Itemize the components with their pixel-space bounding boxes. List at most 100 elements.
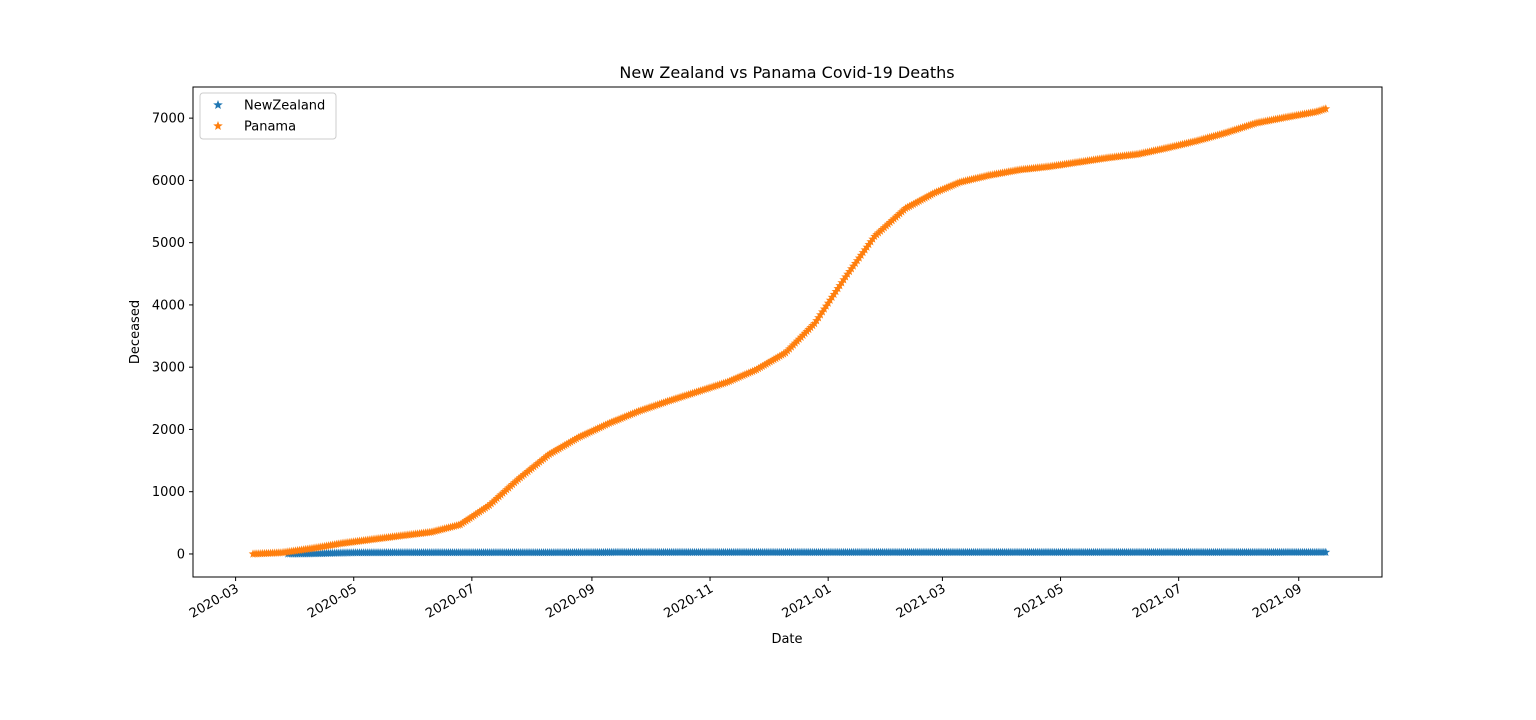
data-point [572,434,581,443]
data-point [761,359,771,368]
data-point [477,505,486,515]
data-point [758,361,767,370]
data-point [752,365,761,374]
data-point [593,424,603,433]
data-point [756,362,765,372]
data-point [773,352,783,362]
data-point [577,431,587,440]
chart-title: New Zealand vs Panama Covid-19 Deaths [619,63,954,82]
y-tick-label: 3000 [152,361,185,376]
data-point [907,200,916,209]
x-tick-label: 2021-03 [894,581,949,621]
data-point [529,462,539,471]
data-point [767,356,777,365]
data-point [771,353,781,363]
data-point [562,439,572,448]
data-point [910,198,920,207]
x-axis-ticks: 2020-03 2020-05 2020-07 2020-09 2020-11 2021-… [187,577,1305,622]
data-point [556,443,566,452]
data-point [473,508,482,517]
data-point [568,436,577,445]
data-point [905,201,914,211]
data-point [926,190,936,199]
data-point [552,445,562,454]
data-point [912,197,922,206]
data-point [581,429,591,438]
data-point [546,448,556,457]
data-point [554,444,564,453]
data-point [574,432,583,442]
data-point [471,509,481,519]
data-point [483,502,492,511]
legend-marker [213,100,223,109]
y-axis-label: Deceased [128,300,143,364]
data-point [560,440,570,450]
y-tick-label: 6000 [152,174,185,189]
x-axis-label: Date [771,632,802,647]
x-tick-label: 2020-03 [187,581,242,621]
data-point [909,199,918,208]
data-point [914,196,924,205]
data-point [465,513,475,522]
legend-label: Panama [244,120,296,135]
data-point [535,457,544,466]
y-tick-label: 0 [177,547,185,562]
data-point [1321,547,1331,556]
data-point [901,203,910,213]
data-point [457,518,467,528]
legend: NewZealand Panama [199,92,337,140]
data-point [548,447,558,456]
data-point [469,511,479,520]
data-point [514,474,523,483]
data-point [570,435,579,444]
data-point [924,191,934,200]
data-point [777,350,787,359]
x-tick-label: 2020-11 [661,581,716,621]
x-tick-label: 2021-01 [780,581,835,621]
x-tick-label: 2021-05 [1012,581,1067,621]
legend-marker [213,121,223,130]
x-tick-label: 2021-07 [1130,581,1185,621]
data-point [775,351,785,360]
x-tick-label: 2020-07 [423,581,478,621]
data-point [763,358,773,367]
data-point [759,360,769,369]
data-point [566,437,575,446]
data-point [779,349,788,358]
data-point [461,516,471,525]
data-point [1321,104,1331,113]
data-point [455,520,465,529]
data-point [479,504,488,513]
y-tick-label: 7000 [152,112,185,127]
plot-area [248,104,1331,558]
data-point [467,512,477,521]
data-point [754,363,763,373]
data-point [579,430,589,439]
y-tick-label: 2000 [152,423,185,438]
data-point [916,195,926,204]
y-tick-label: 4000 [152,298,185,313]
data-point [531,460,541,469]
data-point [920,193,930,202]
data-point [903,202,912,212]
y-tick-label: 5000 [152,236,185,251]
data-point [521,468,531,477]
data-point [564,438,574,447]
x-tick-label: 2020-09 [543,581,598,621]
data-point [558,441,568,451]
data-point [769,355,779,364]
legend-box [199,92,337,140]
y-tick-label: 1000 [152,485,185,500]
x-tick-label: 2021-09 [1250,581,1305,621]
data-point [918,194,928,203]
data-point [463,515,473,524]
x-tick-label: 2020-05 [305,581,360,621]
data-point [475,507,484,516]
data-point [550,446,560,455]
data-point [928,189,938,198]
axes-frame [192,86,1383,578]
data-point [922,192,932,201]
y-axis-ticks: 0 1000 2000 3000 4000 5000 6000 7000 [152,112,193,562]
legend-label: NewZealand [244,99,325,114]
